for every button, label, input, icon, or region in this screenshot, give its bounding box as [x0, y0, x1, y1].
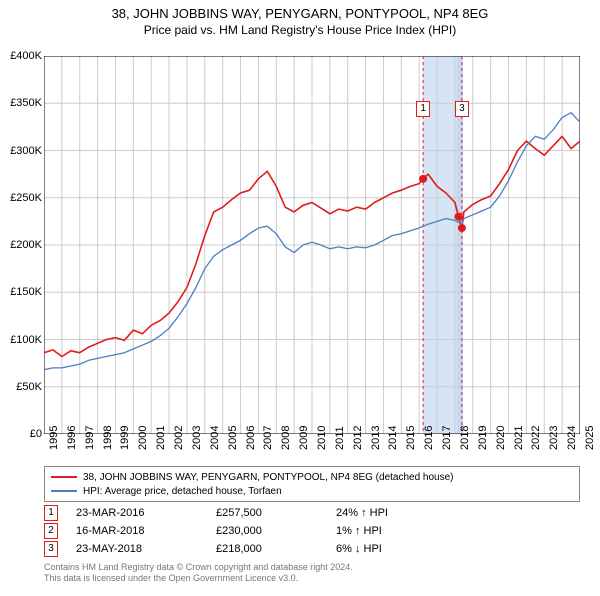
x-axis-label: 2015 [405, 426, 417, 450]
x-axis-label: 2025 [584, 426, 596, 450]
y-axis-label: £350K [2, 97, 42, 109]
transaction-pct: 1% ↑ HPI [336, 525, 456, 537]
transaction-number: 2 [44, 523, 58, 539]
legend: 38, JOHN JOBBINS WAY, PENYGARN, PONTYPOO… [44, 466, 580, 502]
x-axis-label: 2001 [155, 426, 167, 450]
y-axis-label: £300K [2, 145, 42, 157]
transaction-row: 2 16-MAR-2018£230,0001% ↑ HPI [44, 522, 580, 540]
legend-swatch [51, 476, 77, 478]
x-axis-label: 1998 [102, 426, 114, 450]
x-axis-label: 1996 [66, 426, 78, 450]
transaction-price: £218,000 [216, 543, 336, 555]
event-marker: 1 [416, 101, 430, 117]
chart-svg [44, 56, 580, 434]
legend-swatch [51, 490, 77, 492]
transaction-row: 3 23-MAY-2018£218,0006% ↓ HPI [44, 540, 580, 558]
x-axis-label: 2009 [298, 426, 310, 450]
x-axis-label: 2011 [334, 426, 346, 450]
x-axis-label: 2010 [316, 426, 328, 450]
legend-item: HPI: Average price, detached house, Torf… [51, 484, 573, 498]
transaction-date: 23-MAR-2016 [76, 507, 216, 519]
x-axis-label: 2004 [209, 426, 221, 450]
y-axis-label: £250K [2, 192, 42, 204]
x-axis-label: 2017 [441, 426, 453, 450]
legend-label: HPI: Average price, detached house, Torf… [83, 486, 282, 497]
page-subtitle: Price paid vs. HM Land Registry's House … [0, 23, 600, 37]
x-axis-label: 2008 [280, 426, 292, 450]
x-axis-label: 2002 [173, 426, 185, 450]
x-axis-label: 2021 [513, 426, 525, 450]
x-axis-label: 2022 [530, 426, 542, 450]
transaction-pct: 6% ↓ HPI [336, 543, 456, 555]
x-axis-label: 2014 [387, 426, 399, 450]
y-axis-label: £50K [2, 381, 42, 393]
page-title: 38, JOHN JOBBINS WAY, PENYGARN, PONTYPOO… [0, 6, 600, 21]
transaction-price: £257,500 [216, 507, 336, 519]
legend-label: 38, JOHN JOBBINS WAY, PENYGARN, PONTYPOO… [83, 472, 454, 483]
transactions-table: 1 23-MAR-2016£257,50024% ↑ HPI 2 16-MAR-201… [44, 504, 580, 558]
y-axis-label: £200K [2, 239, 42, 251]
x-axis-label: 1997 [84, 426, 96, 450]
transaction-date: 23-MAY-2018 [76, 543, 216, 555]
footer-line-2: This data is licensed under the Open Gov… [44, 573, 580, 584]
x-axis-label: 1995 [48, 426, 60, 450]
transaction-pct: 24% ↑ HPI [336, 507, 456, 519]
x-axis-label: 2000 [137, 426, 149, 450]
x-axis-label: 2012 [352, 426, 364, 450]
x-axis-label: 2006 [245, 426, 257, 450]
x-axis-label: 2013 [370, 426, 382, 450]
x-axis-label: 2023 [548, 426, 560, 450]
event-marker: 3 [455, 101, 469, 117]
y-axis-label: £400K [2, 50, 42, 62]
y-axis-label: £150K [2, 286, 42, 298]
transaction-row: 1 23-MAR-2016£257,50024% ↑ HPI [44, 504, 580, 522]
x-axis-label: 2005 [227, 426, 239, 450]
x-axis-label: 2018 [459, 426, 471, 450]
transaction-number: 3 [44, 541, 58, 557]
x-axis-label: 2020 [495, 426, 507, 450]
transaction-price: £230,000 [216, 525, 336, 537]
y-axis-label: £100K [2, 334, 42, 346]
x-axis-label: 1999 [119, 426, 131, 450]
x-axis-label: 2007 [262, 426, 274, 450]
transaction-number: 1 [44, 505, 58, 521]
footer-line-1: Contains HM Land Registry data © Crown c… [44, 562, 580, 573]
x-axis-label: 2019 [477, 426, 489, 450]
x-axis-label: 2024 [566, 426, 578, 450]
price-chart: £0£50K£100K£150K£200K£250K£300K£350K£400… [44, 56, 580, 434]
x-axis-label: 2003 [191, 426, 203, 450]
footer-attribution: Contains HM Land Registry data © Crown c… [44, 562, 580, 585]
y-axis-label: £0 [2, 428, 42, 440]
transaction-date: 16-MAR-2018 [76, 525, 216, 537]
x-axis-label: 2016 [423, 426, 435, 450]
legend-item: 38, JOHN JOBBINS WAY, PENYGARN, PONTYPOO… [51, 470, 573, 484]
